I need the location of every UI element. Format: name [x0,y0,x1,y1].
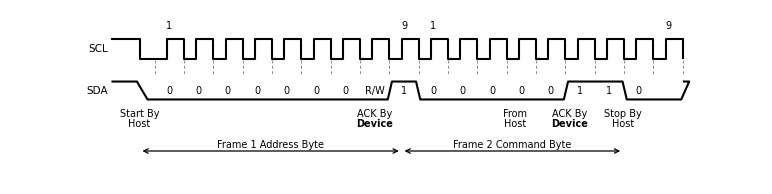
Text: 0: 0 [225,86,231,95]
Text: Device: Device [356,119,393,129]
Text: Host: Host [128,119,151,129]
Text: 1: 1 [166,21,172,31]
Text: 0: 0 [636,86,642,95]
Text: 0: 0 [313,86,319,95]
Text: 9: 9 [665,21,671,31]
Text: 0: 0 [283,86,290,95]
Text: 0: 0 [518,86,524,95]
Text: 9: 9 [401,21,407,31]
Text: Start By: Start By [120,109,159,119]
Text: Frame 1 Address Byte: Frame 1 Address Byte [217,139,324,150]
Text: SDA: SDA [86,86,108,95]
Text: Stop By: Stop By [604,109,642,119]
Text: Frame 2 Command Byte: Frame 2 Command Byte [453,139,571,150]
Text: 0: 0 [342,86,348,95]
Text: 0: 0 [254,86,260,95]
Text: Host: Host [504,119,527,129]
Text: From: From [503,109,527,119]
Text: 1: 1 [430,21,436,31]
Text: 1: 1 [401,86,407,95]
Text: 1: 1 [606,86,612,95]
Text: Device: Device [550,119,587,129]
Text: 0: 0 [459,86,466,95]
Text: ACK By: ACK By [551,109,587,119]
Text: ACK By: ACK By [357,109,392,119]
Text: 0: 0 [430,86,436,95]
Text: R/W: R/W [365,86,384,95]
Text: Host: Host [612,119,634,129]
Text: 0: 0 [166,86,172,95]
Text: SCL: SCL [89,44,108,54]
Text: 0: 0 [489,86,495,95]
Text: 0: 0 [195,86,201,95]
Text: 0: 0 [547,86,554,95]
Text: 1: 1 [577,86,583,95]
